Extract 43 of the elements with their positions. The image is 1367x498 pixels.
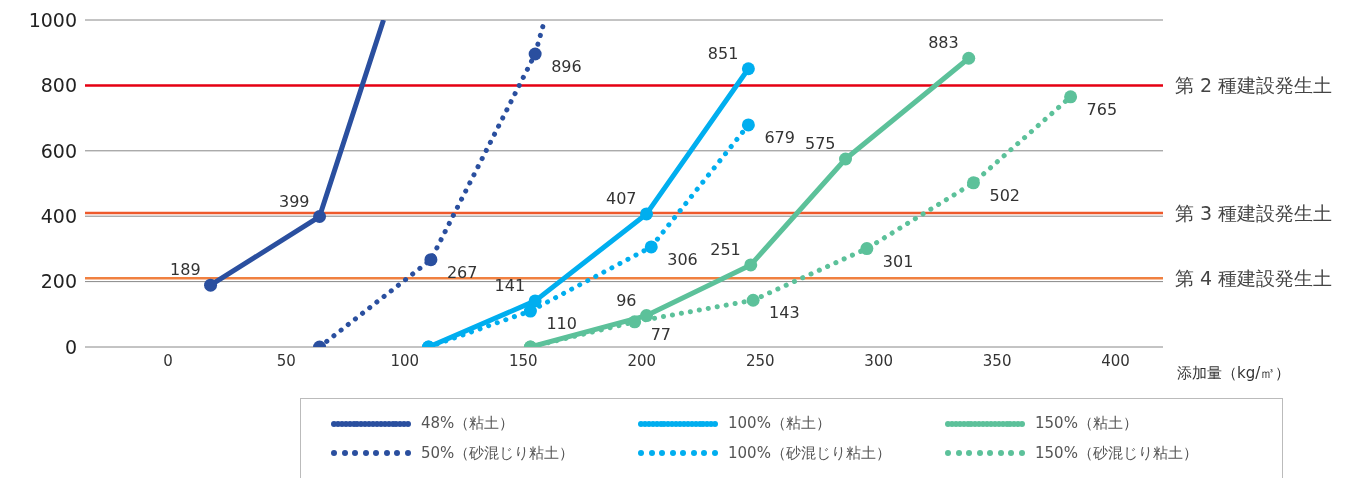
y-tick-label: 800 (40, 74, 77, 97)
data-label: 251 (710, 239, 741, 259)
x-tick-label: 50 (276, 351, 296, 370)
x-tick-label: 300 (864, 351, 894, 370)
data-label: 301 (882, 251, 914, 271)
data-label: 407 (605, 188, 637, 208)
data-label: 575 (804, 133, 836, 153)
legend-label: 150%（粘土） (1035, 414, 1138, 434)
x-tick-label: 150 (508, 351, 538, 370)
data-label: 143 (769, 303, 800, 323)
x-tick-label: 400 (1101, 351, 1130, 370)
data-label: 306 (667, 249, 698, 269)
data-label: 679 (764, 127, 795, 147)
data-label: 189 (170, 260, 201, 280)
x-tick-label: 0 (163, 351, 173, 370)
data-label: 502 (989, 185, 1021, 205)
x-axis-title: 添加量（kg/㎥） (1177, 364, 1291, 383)
data-label: 77 (650, 324, 672, 344)
x-tick-label: 100 (390, 351, 420, 370)
data-label: 896 (551, 57, 582, 77)
y-tick-label: 1000 (28, 8, 77, 31)
data-label: 110 (546, 314, 577, 334)
y-tick-label: 400 (40, 204, 77, 227)
data-label: 96 (616, 290, 637, 310)
data-label: 267 (446, 262, 478, 282)
legend-label: 100%（砂混じり粘土） (728, 443, 891, 463)
legend-label: 100%（粘土） (728, 414, 831, 434)
data-label: 883 (928, 33, 959, 53)
data-label: 141 (494, 275, 526, 295)
ref-line-label: 第 4 種建設発生土 (1175, 267, 1333, 290)
ref-line-label: 第 2 種建設発生土 (1175, 74, 1333, 97)
legend-label: 50%（砂混じり粘土） (421, 443, 575, 463)
data-label: 765 (1086, 99, 1118, 119)
y-tick-label: 600 (40, 139, 77, 162)
legend-label: 48%（粘土） (421, 414, 515, 434)
legend-label: 150%（砂混じり粘土） (1035, 443, 1198, 463)
y-tick-label: 200 (40, 270, 77, 293)
data-label: 399 (279, 191, 310, 211)
x-tick-label: 200 (627, 351, 657, 370)
x-tick-label: 350 (982, 351, 1012, 370)
x-tick-label: 250 (745, 351, 775, 370)
ref-line-label: 第 3 種建設発生土 (1175, 201, 1333, 224)
data-label: 851 (707, 43, 739, 63)
